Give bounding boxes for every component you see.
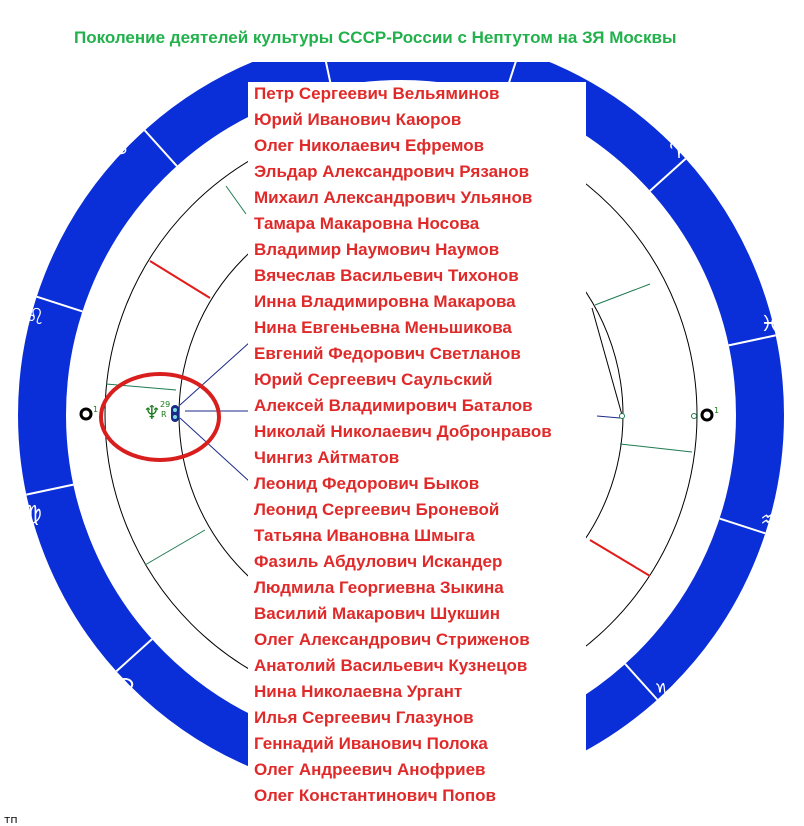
person-name: Татьяна Ивановна Шмыга <box>254 526 475 545</box>
person-name: Алексей Владимирович Баталов <box>254 396 533 415</box>
person-name: Петр Сергеевич Вельяминов <box>254 84 500 103</box>
person-name: Нина Евгеньевна Меньшикова <box>254 318 512 337</box>
cusp-dot <box>619 413 625 419</box>
house-cusp-line <box>149 260 211 299</box>
horizon-marker-left <box>79 407 93 421</box>
sign-divider <box>143 129 178 167</box>
person-name: Юрий Сергеевич Саульский <box>254 370 493 389</box>
house-cusp-line <box>589 539 651 577</box>
house-cusp-line <box>144 529 206 566</box>
person-name: Леонид Сергеевич Броневой <box>254 500 500 519</box>
person-name: Нина Николаевна Ургант <box>254 682 463 701</box>
sign-divider <box>26 483 74 496</box>
person-name: Тамара Макаровна Носова <box>254 214 480 233</box>
sign-divider <box>624 663 659 701</box>
horizon-marker-right-label: 1 <box>714 406 719 415</box>
person-name: Илья Сергеевич Глазунов <box>254 708 474 727</box>
neptune-icon: ♆ <box>143 402 160 424</box>
sign-divider <box>36 295 83 313</box>
person-name: Инна Владимировна Макарова <box>254 292 516 311</box>
horizon-marker-right <box>700 408 714 422</box>
aquarius-sign-icon: ♒ <box>760 508 780 533</box>
person-name: Анатолий Васильевич Кузнецов <box>254 656 528 675</box>
person-name: Эльдар Александрович Рязанов <box>254 162 530 181</box>
title-panel: Поколение деятелей культуры СССР-России … <box>74 24 734 62</box>
sign-divider <box>719 517 766 535</box>
corner-label: тп <box>4 813 18 826</box>
sign-divider <box>649 157 687 192</box>
person-name: Олег Николаевич Ефремов <box>254 136 485 155</box>
capricorn-sign-icon: ♑ <box>654 680 674 705</box>
north-node-icon: ☊ <box>115 675 135 700</box>
cusp-dot <box>691 413 697 419</box>
house-cusp-line <box>594 283 651 306</box>
person-name: Олег Андреевич Анофриев <box>254 760 486 779</box>
neptune-degree: 29 <box>160 400 170 409</box>
cancer-sign-icon: ♋ <box>109 136 129 161</box>
aries-sign-icon: ♈ <box>669 139 689 164</box>
planet-position-marker <box>171 405 179 422</box>
names-list: Петр Сергеевич Вельяминов Юрий Иванович К… <box>248 82 586 820</box>
aspect-line <box>591 307 623 416</box>
planet-position-dot <box>173 408 177 412</box>
person-name: Василий Макарович Шукшин <box>254 604 501 623</box>
person-name: Олег Константинович Попов <box>254 786 496 805</box>
person-name: Николай Николаевич Добронравов <box>254 422 552 441</box>
person-name: Леонид Федорович Быков <box>254 474 480 493</box>
person-name: Михаил Александрович Ульянов <box>254 188 533 207</box>
leo-sign-icon: ♌ <box>25 305 45 330</box>
person-name: Владимир Наумович Наумов <box>254 240 500 259</box>
sign-divider <box>115 638 153 673</box>
horizon-line <box>596 415 621 419</box>
pisces-sign-icon: ♓ <box>760 312 780 337</box>
person-name: Евгений Федорович Светланов <box>254 344 521 363</box>
person-name: Фазиль Абдулович Искандер <box>254 552 503 571</box>
sign-divider <box>728 334 776 347</box>
person-name: Чингиз Айтматов <box>254 448 400 467</box>
neptune-retrograde: R <box>161 410 167 419</box>
person-name: Геннадий Иванович Полока <box>254 734 488 753</box>
aspect-line <box>179 341 251 406</box>
person-name: Олег Александрович Стриженов <box>254 630 530 649</box>
planet-position-dot <box>173 415 177 419</box>
chart-title: Поколение деятелей культуры СССР-России … <box>74 28 677 47</box>
virgo-sign-icon: ♍ <box>22 502 42 527</box>
house-cusp-line <box>619 443 693 453</box>
person-name: Юрий Иванович Каюров <box>254 110 462 129</box>
house-cusp-line <box>225 185 247 215</box>
aspect-line <box>179 417 251 483</box>
highlight-ellipse <box>99 372 221 462</box>
person-name: Людмила Георгиевна Зыкина <box>254 578 504 597</box>
person-name: Вячеслав Васильевич Тихонов <box>254 266 519 285</box>
horizon-marker-left-label: 1 <box>93 405 98 414</box>
